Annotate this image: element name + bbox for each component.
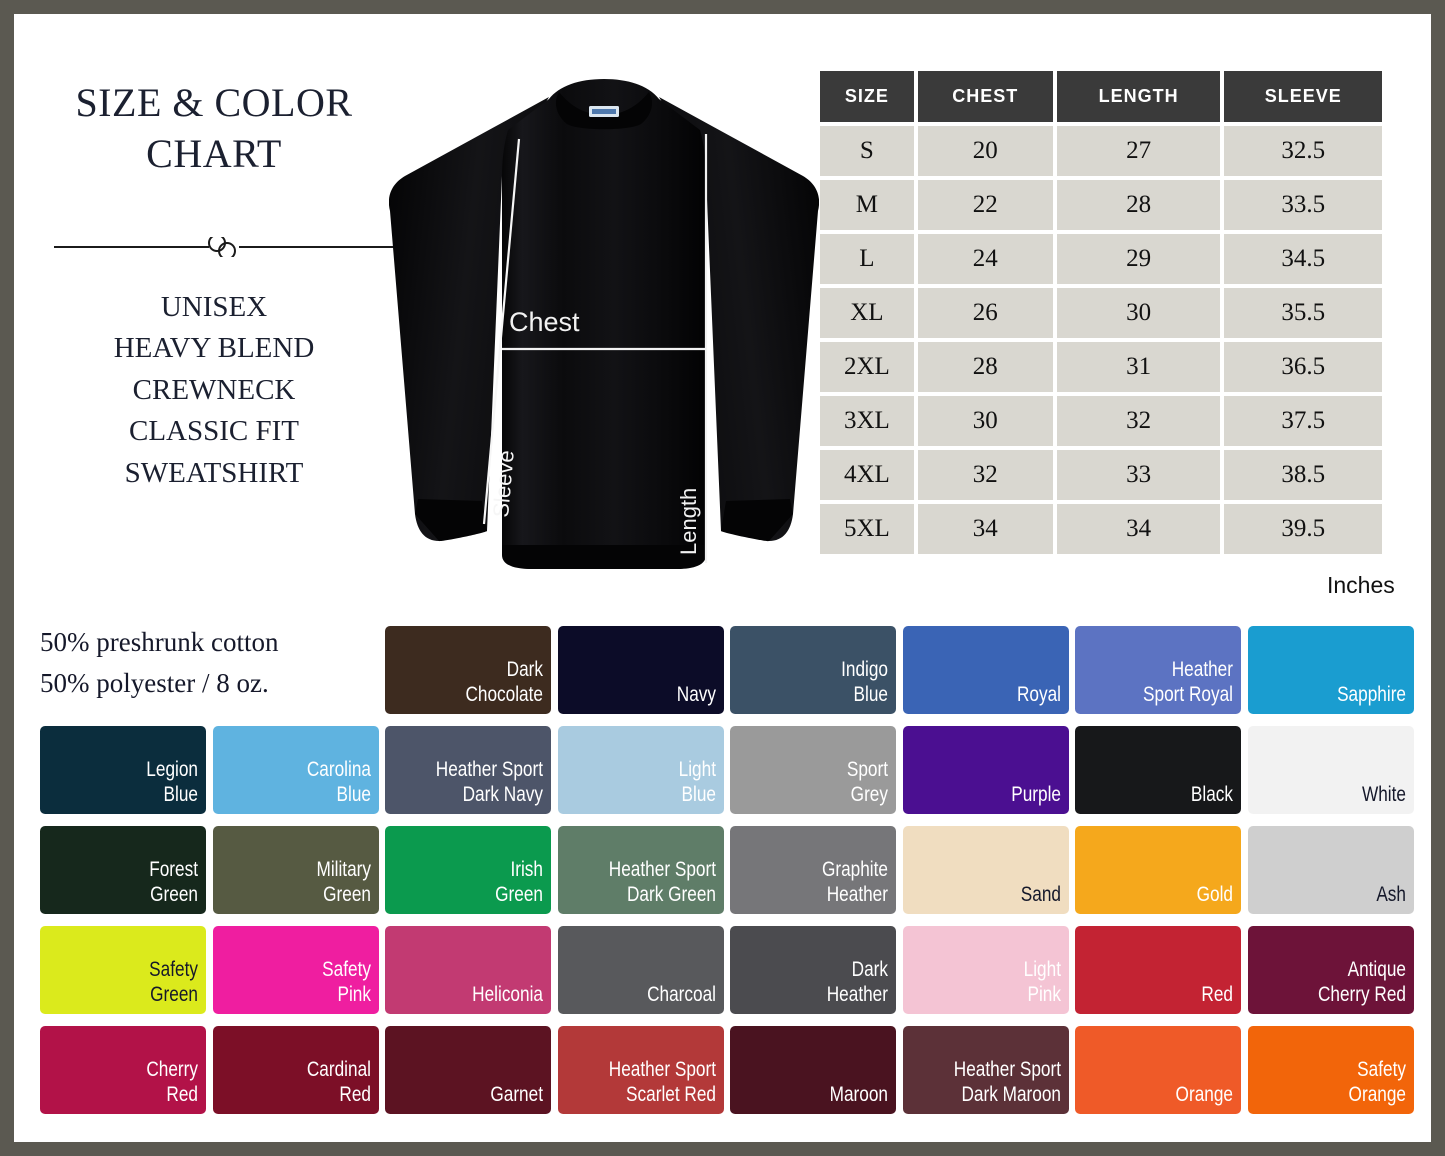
svg-text:Chest: Chest — [509, 307, 580, 337]
svg-text:Length: Length — [676, 488, 701, 555]
